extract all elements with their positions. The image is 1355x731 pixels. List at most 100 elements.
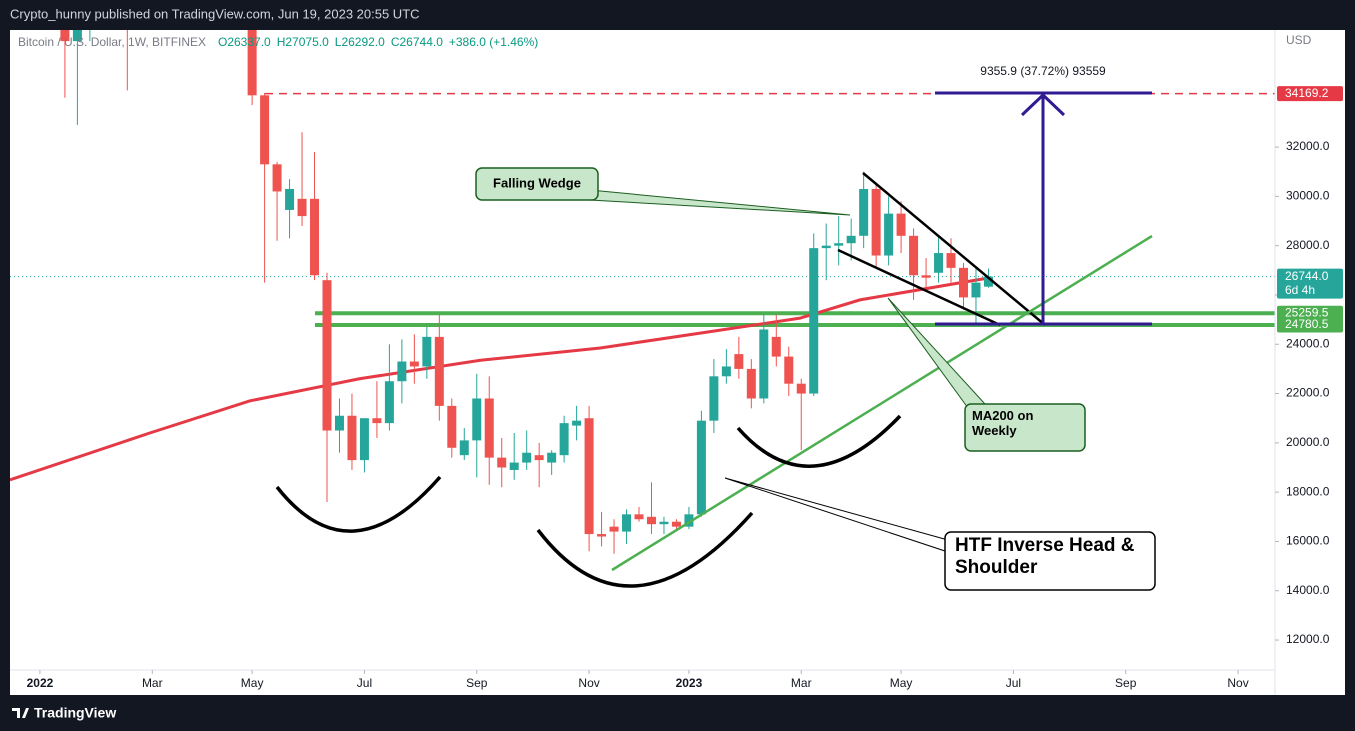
candle-body bbox=[434, 336, 444, 406]
candle-body bbox=[622, 514, 632, 532]
shoulder-curve bbox=[736, 414, 902, 468]
ohlc-value: C26744.0 bbox=[391, 35, 443, 49]
candle-body bbox=[522, 452, 532, 463]
wedge-line bbox=[862, 172, 1046, 326]
y-tick-label: 20000.0 bbox=[1286, 435, 1330, 449]
candle-body bbox=[572, 420, 582, 426]
y-tick-label: 22000.0 bbox=[1286, 386, 1330, 400]
x-tick-label: Mar bbox=[142, 676, 163, 690]
candle-body bbox=[384, 381, 394, 424]
x-tick-label: 2022 bbox=[27, 676, 54, 690]
y-tick-label: 14000.0 bbox=[1286, 583, 1330, 597]
logo bbox=[12, 708, 29, 718]
footer-bar bbox=[0, 697, 1355, 731]
candle-body bbox=[771, 336, 781, 357]
callout-box bbox=[475, 167, 599, 201]
candle-body bbox=[921, 275, 931, 278]
arrow-head bbox=[1020, 92, 1066, 117]
annotation: Falling Wedge bbox=[493, 175, 581, 190]
shoulder-curve bbox=[275, 475, 442, 533]
candle-body bbox=[509, 462, 519, 470]
ohlc-value: L26292.0 bbox=[335, 35, 385, 49]
candle-body bbox=[484, 398, 494, 458]
candle-body bbox=[372, 418, 382, 424]
candle-body bbox=[821, 245, 831, 249]
candle-body bbox=[359, 418, 369, 461]
candle-body bbox=[547, 452, 557, 463]
annotation: HTF Inverse Head & Shoulder bbox=[955, 535, 1135, 578]
candle-body bbox=[846, 235, 856, 244]
candle-body bbox=[597, 534, 607, 537]
ohlc-value: +386.0 (+1.46%) bbox=[449, 35, 538, 49]
candle-body bbox=[609, 526, 619, 532]
x-tick-label: Jul bbox=[357, 676, 372, 690]
candle-body bbox=[322, 280, 332, 431]
candle-body bbox=[472, 398, 482, 441]
candle-body bbox=[310, 198, 320, 276]
x-tick-label: Jul bbox=[1006, 676, 1021, 690]
candle-body bbox=[934, 253, 944, 273]
y-tick-label: 18000.0 bbox=[1286, 484, 1330, 498]
candle-body bbox=[896, 213, 906, 236]
x-tick-label: Sep bbox=[1115, 676, 1137, 690]
candle-body bbox=[734, 354, 744, 369]
price-tag-label: 25259.5 bbox=[1285, 305, 1329, 319]
candle-body bbox=[946, 253, 956, 268]
candle-body bbox=[809, 248, 819, 394]
candle-body bbox=[247, 30, 257, 96]
price-tag bbox=[1277, 86, 1343, 102]
candle-body bbox=[834, 243, 844, 246]
x-tick-label: 2023 bbox=[676, 676, 703, 690]
candle-body bbox=[646, 516, 656, 525]
candle-body bbox=[709, 376, 719, 421]
price-tag-label: 34169.2 bbox=[1285, 86, 1329, 100]
candle-body bbox=[859, 188, 869, 236]
x-tick-label: May bbox=[890, 676, 913, 690]
candle-body bbox=[260, 95, 270, 165]
drawings: Falling Wedge MA200 on Weekly HTF Invers… bbox=[275, 64, 1156, 591]
y-tick-label: 28000.0 bbox=[1286, 238, 1330, 252]
ohlc-value: O26337.0 bbox=[218, 35, 271, 49]
candle-body bbox=[347, 415, 357, 461]
candle-body bbox=[334, 415, 344, 431]
candle-body bbox=[746, 368, 756, 399]
candle-body bbox=[60, 30, 70, 42]
candle-body bbox=[72, 30, 82, 42]
measure-label: 9355.9 (37.72%) 93559 bbox=[980, 64, 1106, 78]
candle-body bbox=[796, 383, 806, 394]
candle-body bbox=[909, 235, 919, 276]
candle-body bbox=[958, 267, 968, 298]
candle-body bbox=[397, 361, 407, 382]
ohlc-legend: O26337.0 H27075.0 L26292.0 C26744.0 +386.0 (… bbox=[218, 35, 538, 49]
x-tick-label: Sep bbox=[466, 676, 488, 690]
candle-body bbox=[272, 164, 282, 192]
candle-body bbox=[759, 329, 769, 399]
countdown: 6d 4h bbox=[1285, 283, 1315, 297]
y-tick-label: 16000.0 bbox=[1286, 534, 1330, 548]
candle-body bbox=[409, 361, 419, 367]
x-tick-label: Nov bbox=[1227, 676, 1248, 690]
chart-area bbox=[10, 30, 1345, 695]
ma200-line bbox=[10, 276, 990, 482]
annotation: MA200 on Weekly bbox=[972, 408, 1034, 438]
candle-body bbox=[559, 423, 569, 456]
candle-body bbox=[784, 356, 794, 384]
price-tag bbox=[1277, 317, 1343, 333]
candle-body bbox=[584, 418, 594, 535]
y-tick-label: 24000.0 bbox=[1286, 336, 1330, 350]
candle-body bbox=[671, 521, 681, 527]
candle-body bbox=[884, 213, 894, 256]
candle-body bbox=[871, 188, 881, 256]
candle-body bbox=[297, 198, 307, 217]
candle-body bbox=[634, 514, 644, 520]
y-tick-label: 12000.0 bbox=[1286, 632, 1330, 646]
x-tick-label: Nov bbox=[578, 676, 599, 690]
plot bbox=[10, 30, 1275, 554]
x-tick-label: May bbox=[241, 676, 264, 690]
candle-body bbox=[684, 514, 694, 527]
brand: TradingView bbox=[34, 705, 116, 721]
candle-body bbox=[983, 276, 993, 287]
candle-body bbox=[971, 282, 981, 298]
publisher: Crypto_hunny published on TradingView.co… bbox=[10, 6, 420, 21]
